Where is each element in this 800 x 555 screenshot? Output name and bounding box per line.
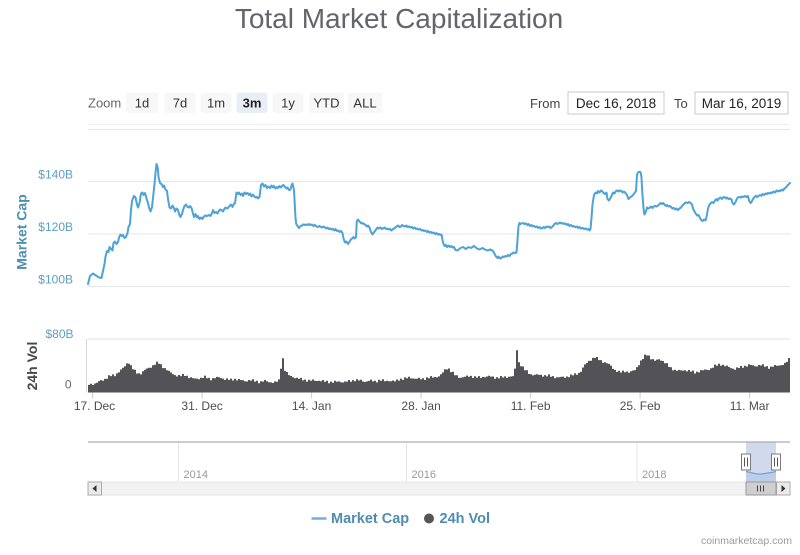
svg-text:From: From <box>530 96 560 111</box>
svg-text:Mar 16, 2019: Mar 16, 2019 <box>702 96 782 111</box>
svg-text:Market Cap: Market Cap <box>14 194 30 269</box>
svg-text:7d: 7d <box>173 96 187 111</box>
svg-text:11. Feb: 11. Feb <box>511 399 551 413</box>
svg-text:YTD: YTD <box>314 96 340 111</box>
svg-text:11. Mar: 11. Mar <box>730 399 770 413</box>
svg-text:28. Jan: 28. Jan <box>401 399 440 413</box>
svg-text:coinmarketcap.com: coinmarketcap.com <box>701 535 792 547</box>
svg-text:To: To <box>674 96 688 111</box>
svg-text:$100B: $100B <box>38 273 73 287</box>
svg-text:2016: 2016 <box>412 469 436 481</box>
svg-text:1y: 1y <box>281 96 295 111</box>
svg-text:$140B: $140B <box>38 168 73 182</box>
svg-text:Zoom: Zoom <box>88 96 121 111</box>
svg-text:$80B: $80B <box>45 327 73 341</box>
svg-text:17. Dec: 17. Dec <box>74 399 115 413</box>
svg-text:0: 0 <box>65 378 72 392</box>
svg-text:1m: 1m <box>207 96 225 111</box>
svg-text:25. Feb: 25. Feb <box>620 399 661 413</box>
svg-text:24h Vol: 24h Vol <box>24 342 40 391</box>
svg-text:Dec 16, 2018: Dec 16, 2018 <box>576 96 656 111</box>
svg-text:2018: 2018 <box>642 469 666 481</box>
svg-text:$120B: $120B <box>38 220 73 234</box>
svg-text:31. Dec: 31. Dec <box>181 399 222 413</box>
svg-text:Total Market Capitalization: Total Market Capitalization <box>235 3 563 34</box>
svg-text:2014: 2014 <box>184 469 208 481</box>
svg-text:14. Jan: 14. Jan <box>292 399 331 413</box>
svg-text:3m: 3m <box>243 96 262 111</box>
svg-text:ALL: ALL <box>353 96 376 111</box>
svg-text:1d: 1d <box>135 96 149 111</box>
svg-text:Market Cap: Market Cap <box>331 511 409 527</box>
svg-text:24h Vol: 24h Vol <box>440 511 491 527</box>
